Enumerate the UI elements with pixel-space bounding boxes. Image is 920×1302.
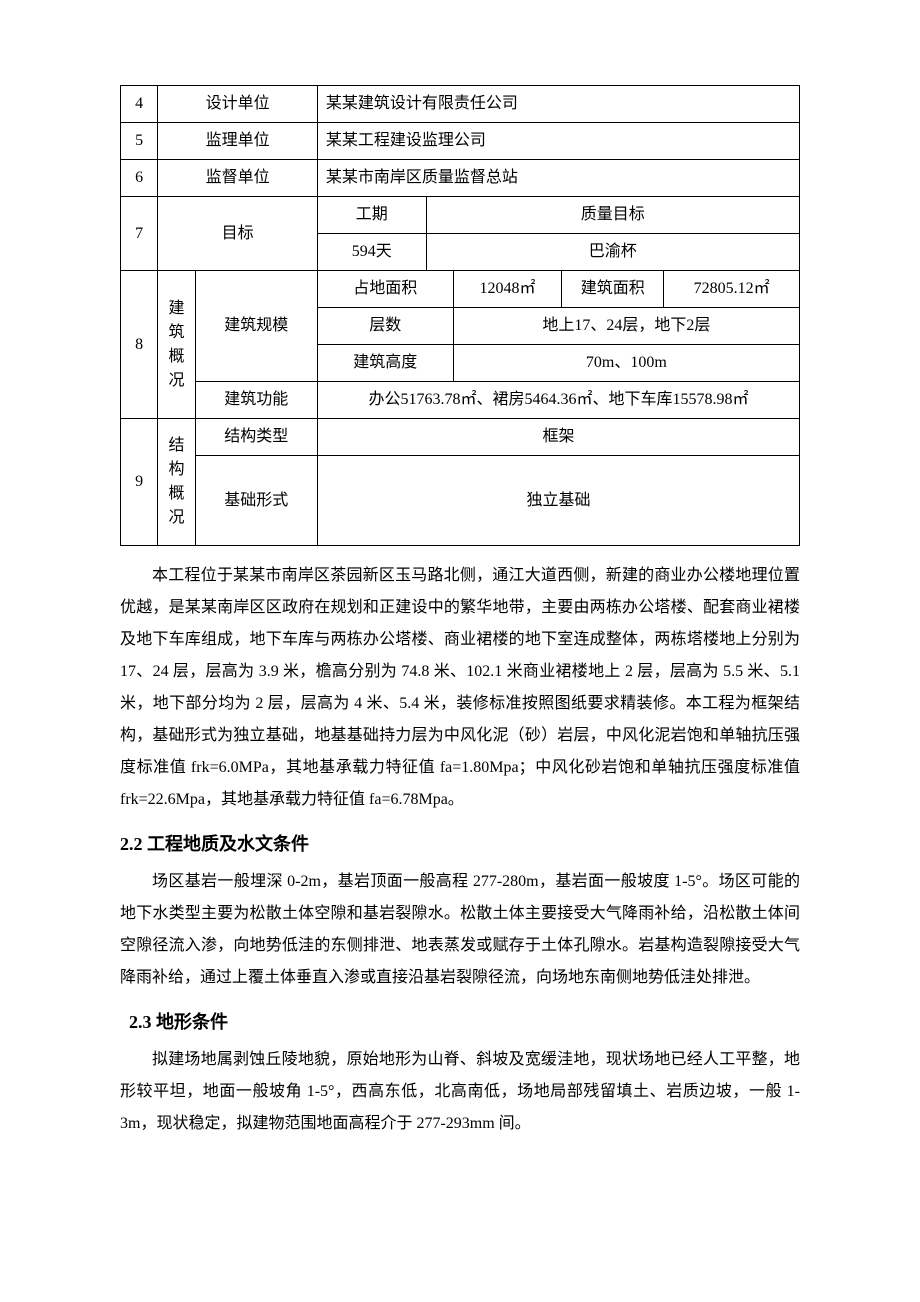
cell-value: 70m、100m [453, 345, 799, 382]
cell-label: 监督单位 [158, 160, 318, 197]
cell-label: 基础形式 [195, 456, 317, 546]
cell-sub-label: 占地面积 [317, 271, 453, 308]
table-row: 4 设计单位 某某建筑设计有限责任公司 [121, 86, 800, 123]
cell-value: 地上17、24层，地下2层 [453, 308, 799, 345]
cell-value: 办公51763.78㎡、裙房5464.36㎡、地下车库15578.98㎡ [317, 382, 799, 419]
table-row: 9 结构概况 结构类型 框架 [121, 419, 800, 456]
table-row: 基础形式 独立基础 [121, 456, 800, 546]
cell-sub-label: 建筑面积 [562, 271, 664, 308]
cell-no: 6 [121, 160, 158, 197]
cell-no: 4 [121, 86, 158, 123]
heading-2-3: 2.3 地形条件 [129, 1004, 800, 1040]
project-info-table: 4 设计单位 某某建筑设计有限责任公司 5 监理单位 某某工程建设监理公司 6 … [120, 85, 800, 546]
cell-no: 8 [121, 271, 158, 419]
cell-no: 5 [121, 123, 158, 160]
cell-value: 框架 [317, 419, 799, 456]
cell-no: 7 [121, 197, 158, 271]
group-text: 结构概况 [169, 437, 185, 526]
paragraph-2: 场区基岩一般埋深 0-2m，基岩顶面一般高程 277-280m，基岩面一般坡度 … [120, 866, 800, 994]
table-row: 7 目标 工期 质量目标 [121, 197, 800, 234]
cell-value: 12048㎡ [453, 271, 562, 308]
paragraph-3: 拟建场地属剥蚀丘陵地貌，原始地形为山脊、斜坡及宽缓洼地，现状场地已经人工平整，地… [120, 1044, 800, 1140]
cell-sub-label: 工期 [317, 197, 426, 234]
cell-label: 建筑规模 [195, 271, 317, 382]
cell-sub-label: 建筑高度 [317, 345, 453, 382]
cell-label: 监理单位 [158, 123, 318, 160]
cell-sub-label: 层数 [317, 308, 453, 345]
cell-value: 72805.12㎡ [664, 271, 800, 308]
cell-value: 独立基础 [317, 456, 799, 546]
cell-label: 建筑功能 [195, 382, 317, 419]
cell-label: 设计单位 [158, 86, 318, 123]
cell-sub-label: 594天 [317, 234, 426, 271]
cell-group: 建筑概况 [158, 271, 195, 419]
table-row: 8 建筑概况 建筑规模 占地面积 12048㎡ 建筑面积 72805.12㎡ [121, 271, 800, 308]
cell-label: 结构类型 [195, 419, 317, 456]
cell-sub-value: 巴渝杯 [426, 234, 799, 271]
table-row: 建筑功能 办公51763.78㎡、裙房5464.36㎡、地下车库15578.98… [121, 382, 800, 419]
table: 4 设计单位 某某建筑设计有限责任公司 5 监理单位 某某工程建设监理公司 6 … [120, 85, 800, 546]
table-row: 5 监理单位 某某工程建设监理公司 [121, 123, 800, 160]
cell-value: 某某市南岸区质量监督总站 [317, 160, 799, 197]
cell-sub-value: 质量目标 [426, 197, 799, 234]
heading-2-2: 2.2 工程地质及水文条件 [120, 826, 800, 862]
cell-no: 9 [121, 419, 158, 546]
cell-value: 某某工程建设监理公司 [317, 123, 799, 160]
cell-group: 结构概况 [158, 419, 195, 546]
paragraph-1: 本工程位于某某市南岸区茶园新区玉马路北侧，通江大道西侧，新建的商业办公楼地理位置… [120, 560, 800, 816]
group-text: 建筑概况 [169, 300, 185, 389]
cell-label: 目标 [158, 197, 318, 271]
cell-value: 某某建筑设计有限责任公司 [317, 86, 799, 123]
body-text: 本工程位于某某市南岸区茶园新区玉马路北侧，通江大道西侧，新建的商业办公楼地理位置… [120, 560, 800, 1140]
table-row: 6 监督单位 某某市南岸区质量监督总站 [121, 160, 800, 197]
